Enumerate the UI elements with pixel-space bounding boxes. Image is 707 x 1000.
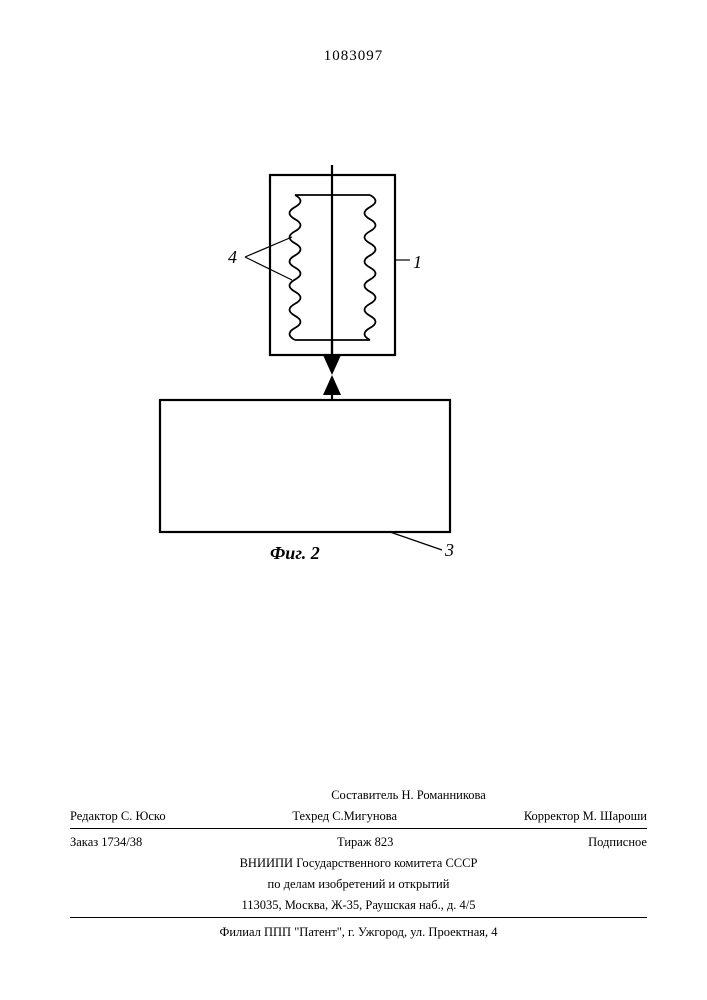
footer-block: Составитель Н. Романникова Редактор С. Ю… <box>70 786 647 942</box>
page-number: 1083097 <box>0 48 707 65</box>
org-line-2: по делам изобретений и открытий <box>70 875 647 894</box>
figure-label: Фиг. 2 <box>270 543 320 564</box>
address: 113035, Москва, Ж-35, Раушская наб., д. … <box>70 896 647 919</box>
corrector: Корректор М. Шароши <box>524 807 647 826</box>
ref-3: 3 <box>445 540 454 561</box>
org-line-1: ВНИИПИ Государственного комитета СССР <box>70 854 647 873</box>
ref-1: 1 <box>413 252 422 273</box>
ref-4: 4 <box>228 247 237 268</box>
order: Заказ 1734/38 <box>70 833 142 852</box>
figure-svg <box>0 165 707 585</box>
tech: Техред С.Мигунова <box>292 807 397 826</box>
branch: Филиал ППП "Патент", г. Ужгород, ул. Про… <box>70 923 647 942</box>
figure-2: 1 4 3 Фиг. 2 <box>0 165 707 625</box>
compiler: Составитель Н. Романникова <box>331 786 486 805</box>
tirage: Тираж 823 <box>337 833 393 852</box>
subscription: Подписное <box>588 833 647 852</box>
editor: Редактор С. Юско <box>70 807 166 826</box>
